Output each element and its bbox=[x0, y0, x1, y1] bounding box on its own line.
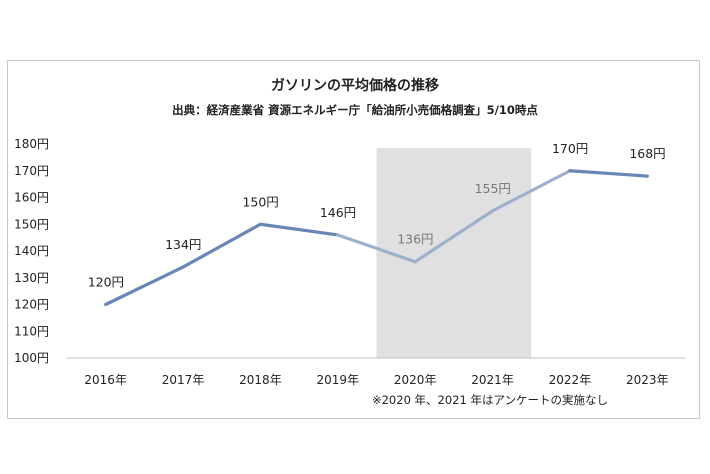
data-label: 134円 bbox=[165, 237, 201, 252]
data-label: 136円 bbox=[397, 232, 433, 247]
chart-note: ※2020 年、2021 年はアンケートの実施なし bbox=[372, 393, 608, 407]
data-label: 150円 bbox=[242, 194, 278, 209]
data-label: 120円 bbox=[88, 275, 124, 290]
y-tick-label: 100円 bbox=[14, 351, 49, 365]
chart-title: ガソリンの平均価格の推移 bbox=[271, 77, 439, 94]
series-line-segment bbox=[413, 209, 495, 264]
y-tick-label: 120円 bbox=[14, 298, 49, 312]
x-tick-label: 2023年 bbox=[626, 373, 669, 387]
y-tick-label: 150円 bbox=[14, 217, 49, 231]
series-line-segment bbox=[336, 233, 417, 264]
x-tick-label: 2016年 bbox=[84, 373, 127, 387]
chart-subtitle: 出典：経済産業省 資源エネルギー庁「給油所小売価格調査」5/10時点 bbox=[172, 103, 538, 117]
data-label: 146円 bbox=[320, 205, 356, 220]
x-tick-label: 2022年 bbox=[549, 373, 592, 387]
series-line-segment bbox=[490, 169, 572, 213]
x-tick-label: 2017年 bbox=[162, 373, 205, 387]
y-tick-label: 140円 bbox=[14, 244, 49, 258]
series-line-segment bbox=[258, 222, 340, 237]
series-line-segment bbox=[568, 169, 649, 178]
y-tick-label: 170円 bbox=[14, 164, 49, 178]
y-tick-label: 160円 bbox=[14, 191, 49, 205]
x-tick-label: 2021年 bbox=[471, 373, 514, 387]
y-tick-label: 110円 bbox=[14, 324, 49, 338]
x-tick-label: 2018年 bbox=[239, 373, 282, 387]
series-line-segment bbox=[181, 222, 263, 269]
x-tick-label: 2020年 bbox=[394, 373, 437, 387]
data-label: 170円 bbox=[552, 141, 588, 156]
series-line-segment bbox=[104, 265, 185, 307]
y-tick-label: 180円 bbox=[14, 137, 49, 151]
x-tick-label: 2019年 bbox=[317, 373, 360, 387]
data-label: 155円 bbox=[475, 181, 511, 196]
data-label: 168円 bbox=[629, 146, 665, 161]
highlight-band bbox=[376, 148, 532, 358]
y-tick-label: 130円 bbox=[14, 271, 49, 285]
